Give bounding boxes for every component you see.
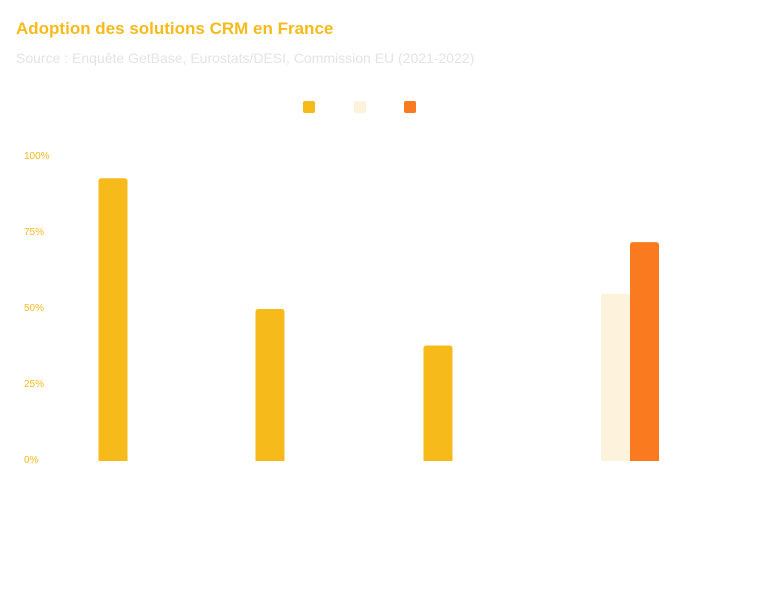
y-tick-label: 0%: [24, 455, 39, 466]
bar-series-2-category-4[interactable]: [601, 293, 630, 461]
chart-subtitle: Source : Enquête GetBase, Eurostats/DESI…: [16, 50, 475, 66]
bars: [98, 178, 659, 461]
y-tick-label: 100%: [24, 151, 50, 162]
y-tick-label: 75%: [24, 227, 44, 238]
legend: [0, 101, 776, 115]
legend-swatch-series-3[interactable]: [404, 101, 416, 113]
chart-title: Adoption des solutions CRM en France: [16, 19, 334, 38]
legend-swatch-series-1[interactable]: [303, 101, 315, 113]
bar-series-3-category-4[interactable]: [630, 242, 659, 461]
bar-series-1-category-3[interactable]: [423, 345, 453, 461]
bar-series-1-category-2[interactable]: [255, 309, 285, 461]
y-tick-label: 25%: [24, 379, 44, 390]
legend-swatch-series-2[interactable]: [354, 101, 366, 113]
y-tick-label: 50%: [24, 303, 44, 314]
y-axis: 0% 25% 50% 75% 100%: [24, 151, 50, 466]
bar-series-1-category-1[interactable]: [98, 178, 128, 461]
